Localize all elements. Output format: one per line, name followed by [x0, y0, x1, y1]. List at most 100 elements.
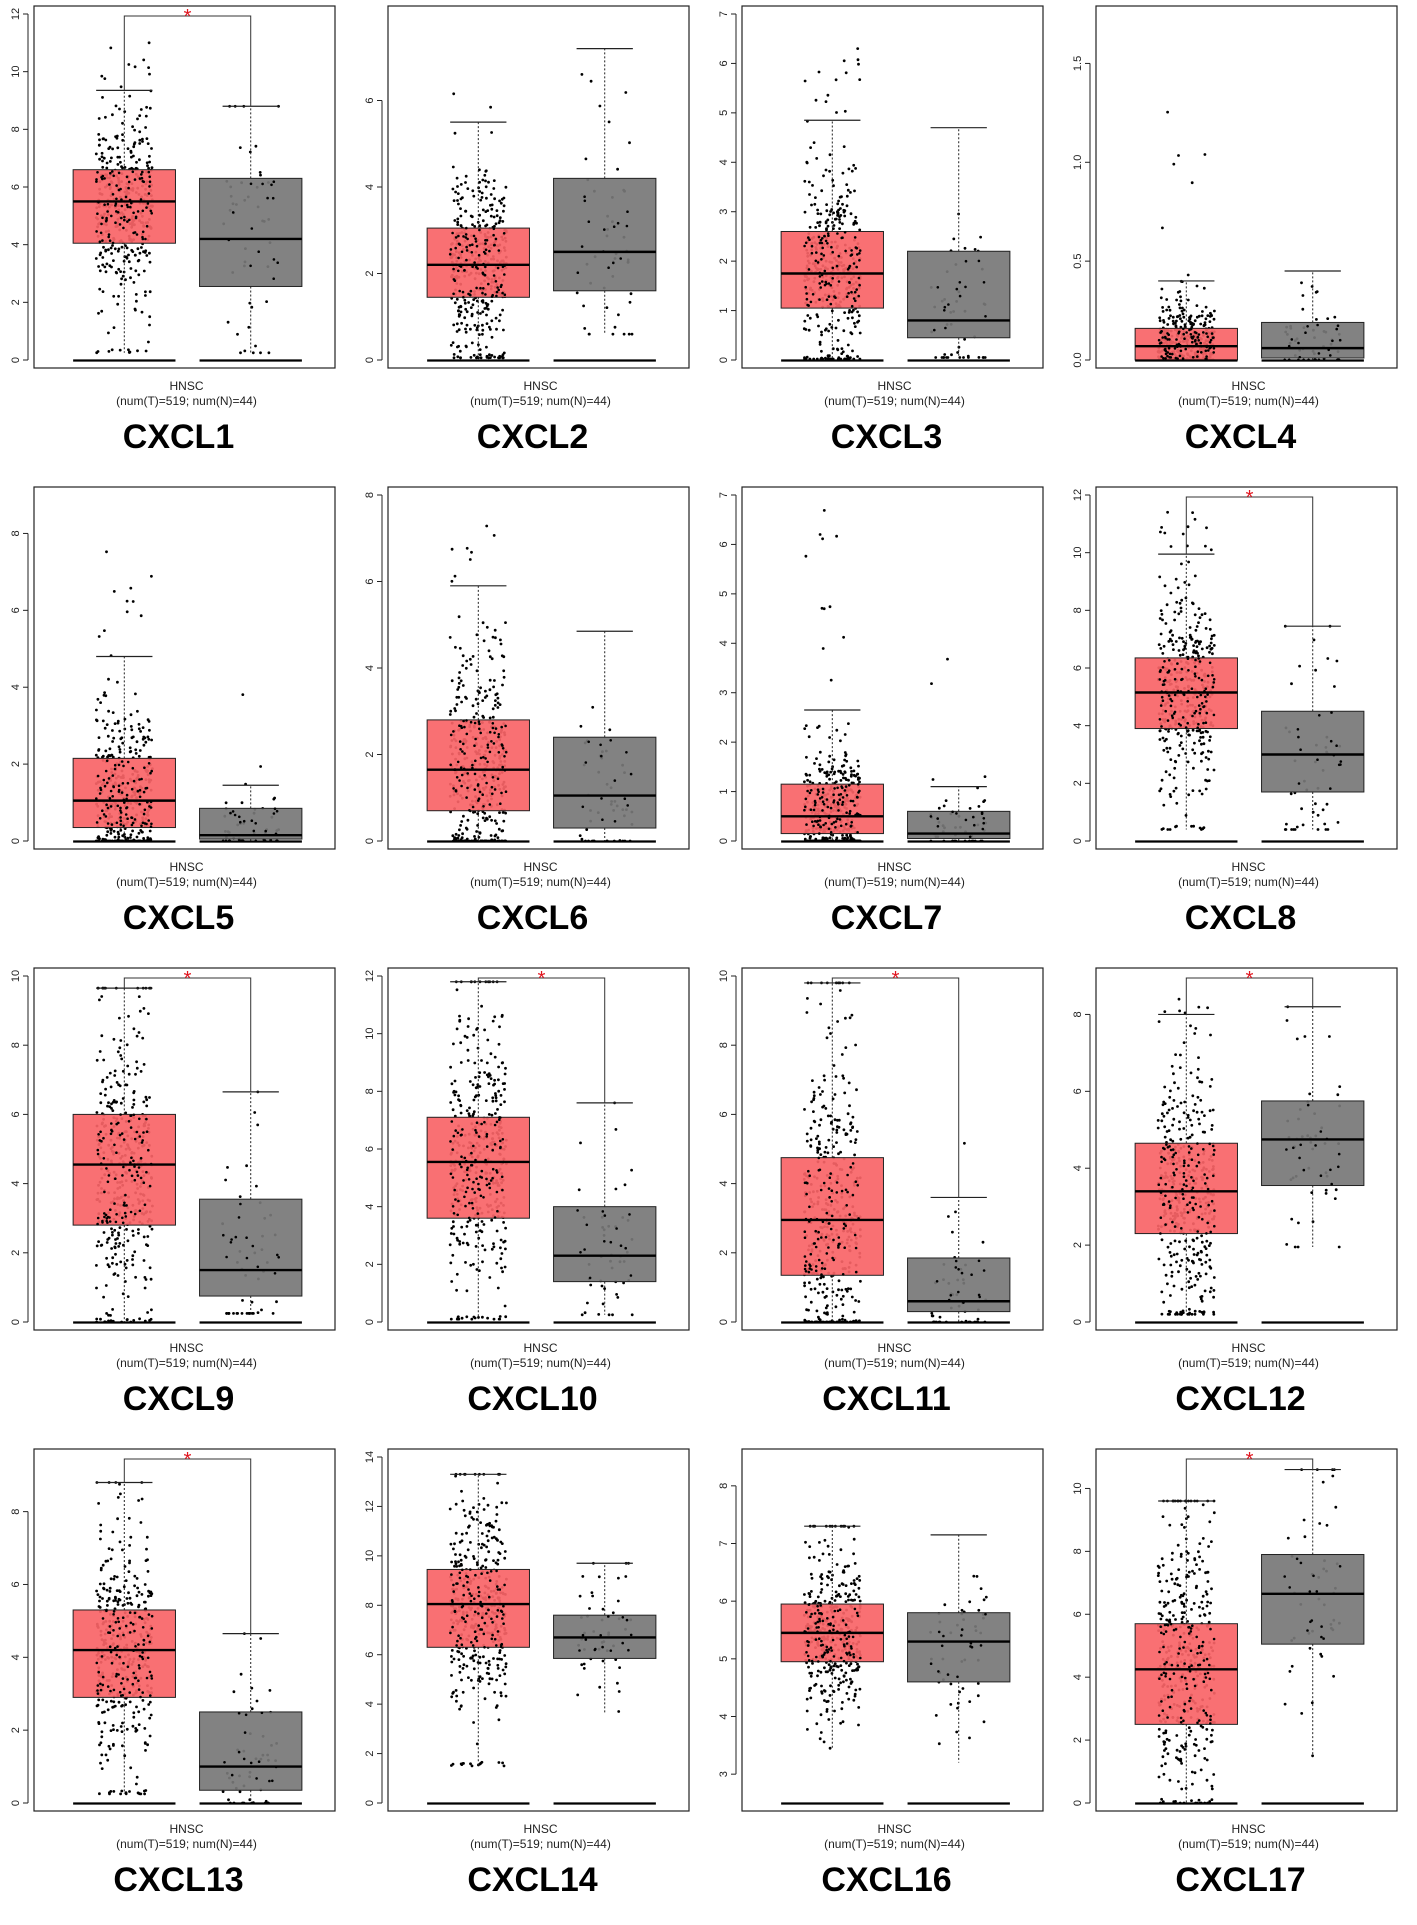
data-point — [479, 312, 482, 315]
data-point — [1206, 314, 1210, 317]
data-point — [1283, 828, 1287, 831]
data-point — [144, 740, 148, 744]
data-point — [103, 629, 106, 632]
data-point — [857, 319, 861, 323]
data-point — [1172, 712, 1176, 715]
data-point — [931, 778, 935, 781]
data-point — [231, 810, 235, 813]
data-point — [1169, 704, 1173, 708]
normal-box — [1261, 710, 1365, 793]
data-point — [117, 835, 121, 839]
data-point — [142, 790, 146, 794]
data-point — [452, 323, 456, 327]
plot-frame — [33, 967, 336, 1331]
data-point — [465, 345, 468, 349]
data-point — [608, 728, 612, 732]
data-point — [137, 258, 141, 262]
data-point — [130, 728, 134, 732]
data-point — [1212, 347, 1216, 350]
data-point — [112, 829, 116, 833]
data-point — [484, 248, 488, 252]
data-point — [485, 781, 488, 785]
data-point — [461, 664, 465, 667]
data-point — [1180, 678, 1183, 681]
data-point — [504, 185, 508, 189]
data-point — [138, 114, 142, 117]
data-point — [1212, 681, 1216, 684]
data-point — [1179, 295, 1182, 299]
data-point — [1204, 729, 1208, 733]
data-point — [826, 354, 830, 358]
y-tick-label: 4 — [10, 684, 22, 690]
data-point — [233, 813, 237, 817]
data-point — [109, 1132, 113, 1136]
data-point — [464, 209, 468, 213]
data-point — [491, 707, 495, 711]
data-point — [96, 697, 100, 701]
data-point — [1194, 641, 1197, 644]
data-point — [142, 1235, 146, 1239]
data-point — [964, 285, 967, 289]
data-point — [1175, 315, 1179, 319]
data-point — [803, 179, 807, 183]
data-point — [498, 199, 501, 203]
data-point — [99, 231, 103, 235]
data-point — [490, 299, 494, 303]
data-point — [815, 157, 819, 160]
data-point — [460, 700, 463, 704]
data-point — [448, 713, 452, 716]
data-point — [599, 743, 602, 747]
data-point — [479, 731, 482, 735]
data-point — [824, 356, 827, 360]
data-point — [1193, 751, 1197, 755]
data-point — [96, 350, 100, 353]
data-point — [1183, 581, 1187, 584]
data-point — [964, 818, 968, 822]
data-point — [1206, 335, 1209, 339]
data-point — [138, 130, 142, 134]
data-point — [1200, 678, 1204, 682]
data-point — [119, 1101, 123, 1105]
data-point — [1181, 653, 1185, 656]
data-point — [475, 286, 478, 290]
data-point — [1197, 657, 1200, 660]
data-point — [460, 321, 463, 325]
data-point — [854, 246, 858, 249]
data-point — [1191, 714, 1194, 718]
data-point — [96, 171, 99, 174]
data-point — [1208, 739, 1211, 742]
data-point — [144, 237, 147, 241]
data-point — [145, 1117, 148, 1121]
data-point — [115, 271, 118, 275]
data-point — [498, 313, 502, 317]
data-point — [455, 703, 459, 706]
data-point — [142, 180, 146, 184]
data-point — [95, 797, 98, 800]
data-point — [117, 763, 121, 767]
data-point — [485, 196, 488, 200]
data-point — [813, 762, 816, 765]
sample-count-label: (num(T)=519; num(N)=44) — [1178, 394, 1319, 408]
data-point — [1202, 324, 1206, 328]
data-point — [493, 788, 497, 791]
data-point — [816, 793, 820, 796]
data-point — [982, 817, 986, 820]
data-point — [850, 837, 854, 840]
data-point — [239, 351, 242, 355]
data-point — [131, 1234, 135, 1237]
data-point — [1299, 748, 1302, 751]
data-point — [1195, 331, 1198, 335]
data-point — [1202, 331, 1205, 334]
data-point — [823, 234, 826, 238]
data-point — [452, 787, 455, 790]
data-point — [966, 354, 970, 358]
data-point — [133, 1212, 137, 1216]
data-point — [944, 326, 947, 330]
data-point — [129, 1161, 132, 1164]
data-point — [1178, 314, 1182, 317]
data-point — [466, 818, 470, 822]
data-point — [464, 330, 468, 334]
data-point — [1161, 683, 1165, 686]
data-point — [1202, 721, 1205, 725]
data-point — [819, 238, 823, 242]
